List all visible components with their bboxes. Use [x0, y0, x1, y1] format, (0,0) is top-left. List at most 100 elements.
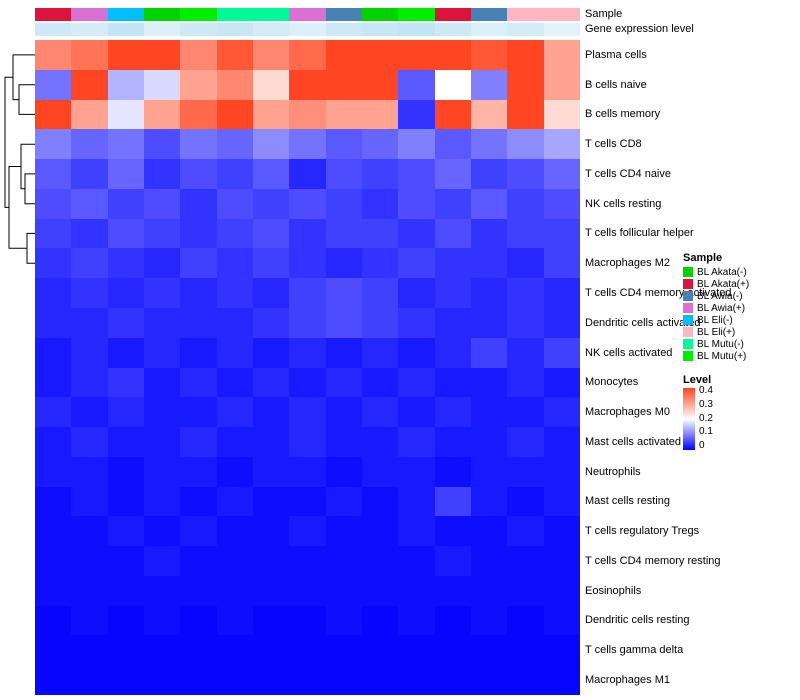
- legend-level-title: Level: [683, 374, 712, 386]
- heatmap-cell: [434, 307, 471, 338]
- heatmap-cell: [543, 159, 580, 189]
- legend-sample-label: BL Akata(-): [697, 266, 747, 278]
- heatmap-cell: [71, 665, 108, 695]
- heatmap-cell: [507, 248, 544, 279]
- heatmap-cell: [398, 278, 435, 308]
- heatmap-cell: [470, 427, 508, 457]
- heatmap-cell: [71, 456, 108, 487]
- heatmap-cell: [216, 575, 253, 606]
- row-label: T cells CD4 memory activated: [585, 287, 732, 299]
- heatmap-cell: [470, 69, 508, 100]
- legend-sample-label: BL Akata(+): [697, 278, 750, 290]
- heatmap-cell: [216, 456, 253, 487]
- heatmap-cell: [289, 516, 326, 547]
- legend-sample-item: BL Mutu(-): [683, 338, 797, 350]
- legend-color-swatch: [683, 339, 693, 349]
- heatmap-cell: [252, 129, 290, 160]
- heatmap-cell: [216, 546, 253, 576]
- gene-annotation-cell: [216, 23, 253, 36]
- heatmap-cell: [71, 337, 108, 368]
- heatmap-cell: [180, 159, 217, 189]
- heatmap-cell: [35, 69, 72, 100]
- heatmap-cell: [143, 218, 181, 249]
- heatmap-cell: [180, 69, 217, 100]
- sample-annotation-bar: [35, 8, 580, 21]
- gene-annotation-cell: [361, 23, 399, 36]
- heatmap-cell: [398, 665, 435, 695]
- heatmap-cell: [216, 605, 253, 636]
- heatmap-cell: [216, 665, 253, 695]
- heatmap-cell: [434, 546, 471, 576]
- legend-sample-item: BL Akata(+): [683, 278, 797, 290]
- heatmap-cell: [35, 635, 72, 666]
- heatmap-cell: [71, 40, 108, 70]
- heatmap-cell: [143, 427, 181, 457]
- heatmap-cell: [180, 218, 217, 249]
- heatmap-cell: [434, 278, 471, 308]
- gene-annotation-cell: [325, 23, 362, 36]
- heatmap-cell: [216, 159, 253, 189]
- heatmap-cell: [107, 99, 144, 130]
- heatmap-cell: [216, 278, 253, 308]
- legend-sample-item: BL Akata(-): [683, 266, 797, 278]
- heatmap-cell: [507, 367, 544, 398]
- heatmap-cell: [180, 397, 217, 428]
- legend-panel: Sample BL Akata(-) BL Akata(+) BL Awia(-) B…: [683, 252, 797, 451]
- row-label: B cells naive: [585, 78, 647, 91]
- heatmap-cell: [361, 218, 399, 249]
- heatmap-cell: [325, 486, 362, 517]
- heatmap-cell: [35, 546, 72, 576]
- heatmap-cell: [71, 99, 108, 130]
- heatmap-cell: [252, 367, 290, 398]
- heatmap-cell: [543, 546, 580, 576]
- heatmap-cell: [543, 665, 580, 695]
- row-label: Eosinophils: [585, 584, 642, 597]
- level-tick: 0.3: [699, 398, 713, 410]
- heatmap-cell: [507, 159, 544, 189]
- legend-sample-label: BL Awia(-): [697, 290, 743, 302]
- heatmap-cell: [470, 516, 508, 547]
- gene-annotation-cell: [398, 23, 435, 36]
- heatmap-cell: [543, 337, 580, 368]
- row-label: Monocytes: [585, 376, 639, 389]
- heatmap-cell: [180, 188, 217, 219]
- heatmap-cell: [143, 546, 181, 576]
- heatmap-cell: [507, 486, 544, 517]
- heatmap-cell: [434, 159, 471, 189]
- heatmap-cell: [361, 516, 399, 547]
- row-label: T cells CD4 naive: [585, 167, 671, 180]
- heatmap-cell: [361, 397, 399, 428]
- heatmap-cell: [143, 69, 181, 100]
- sample-annotation-cell: [325, 8, 362, 21]
- heatmap-cell: [325, 635, 362, 666]
- legend-sample-title: Sample: [683, 252, 723, 264]
- heatmap-cell: [216, 516, 253, 547]
- heatmap-cell: [289, 367, 326, 398]
- heatmap-cell: [252, 218, 290, 249]
- heatmap-cell: [71, 546, 108, 576]
- heatmap-cell: [143, 159, 181, 189]
- heatmap-cell: [143, 129, 181, 160]
- heatmap-cell: [143, 248, 181, 279]
- heatmap-cell: [71, 486, 108, 517]
- heatmap-cell: [107, 635, 144, 666]
- heatmap-cell: [507, 635, 544, 666]
- heatmap-cell: [398, 188, 435, 219]
- heatmap-cell: [180, 278, 217, 308]
- heatmap-cell: [361, 367, 399, 398]
- heatmap-cell: [289, 99, 326, 130]
- heatmap-cell: [470, 397, 508, 428]
- heatmap-cell: [325, 605, 362, 636]
- legend-sample-label: BL Awia(+): [697, 302, 746, 314]
- heatmap-cell: [470, 248, 508, 279]
- heatmap-cell: [289, 397, 326, 428]
- heatmap-cell: [143, 635, 181, 666]
- heatmap-cell: [470, 605, 508, 636]
- heatmap-cell: [398, 129, 435, 160]
- gene-annotation-cell: [35, 23, 72, 36]
- sample-annotation-cell: [35, 8, 72, 21]
- heatmap-cell: [434, 456, 471, 487]
- heatmap-cell: [107, 456, 144, 487]
- heatmap-cell: [252, 278, 290, 308]
- heatmap-cell: [470, 486, 508, 517]
